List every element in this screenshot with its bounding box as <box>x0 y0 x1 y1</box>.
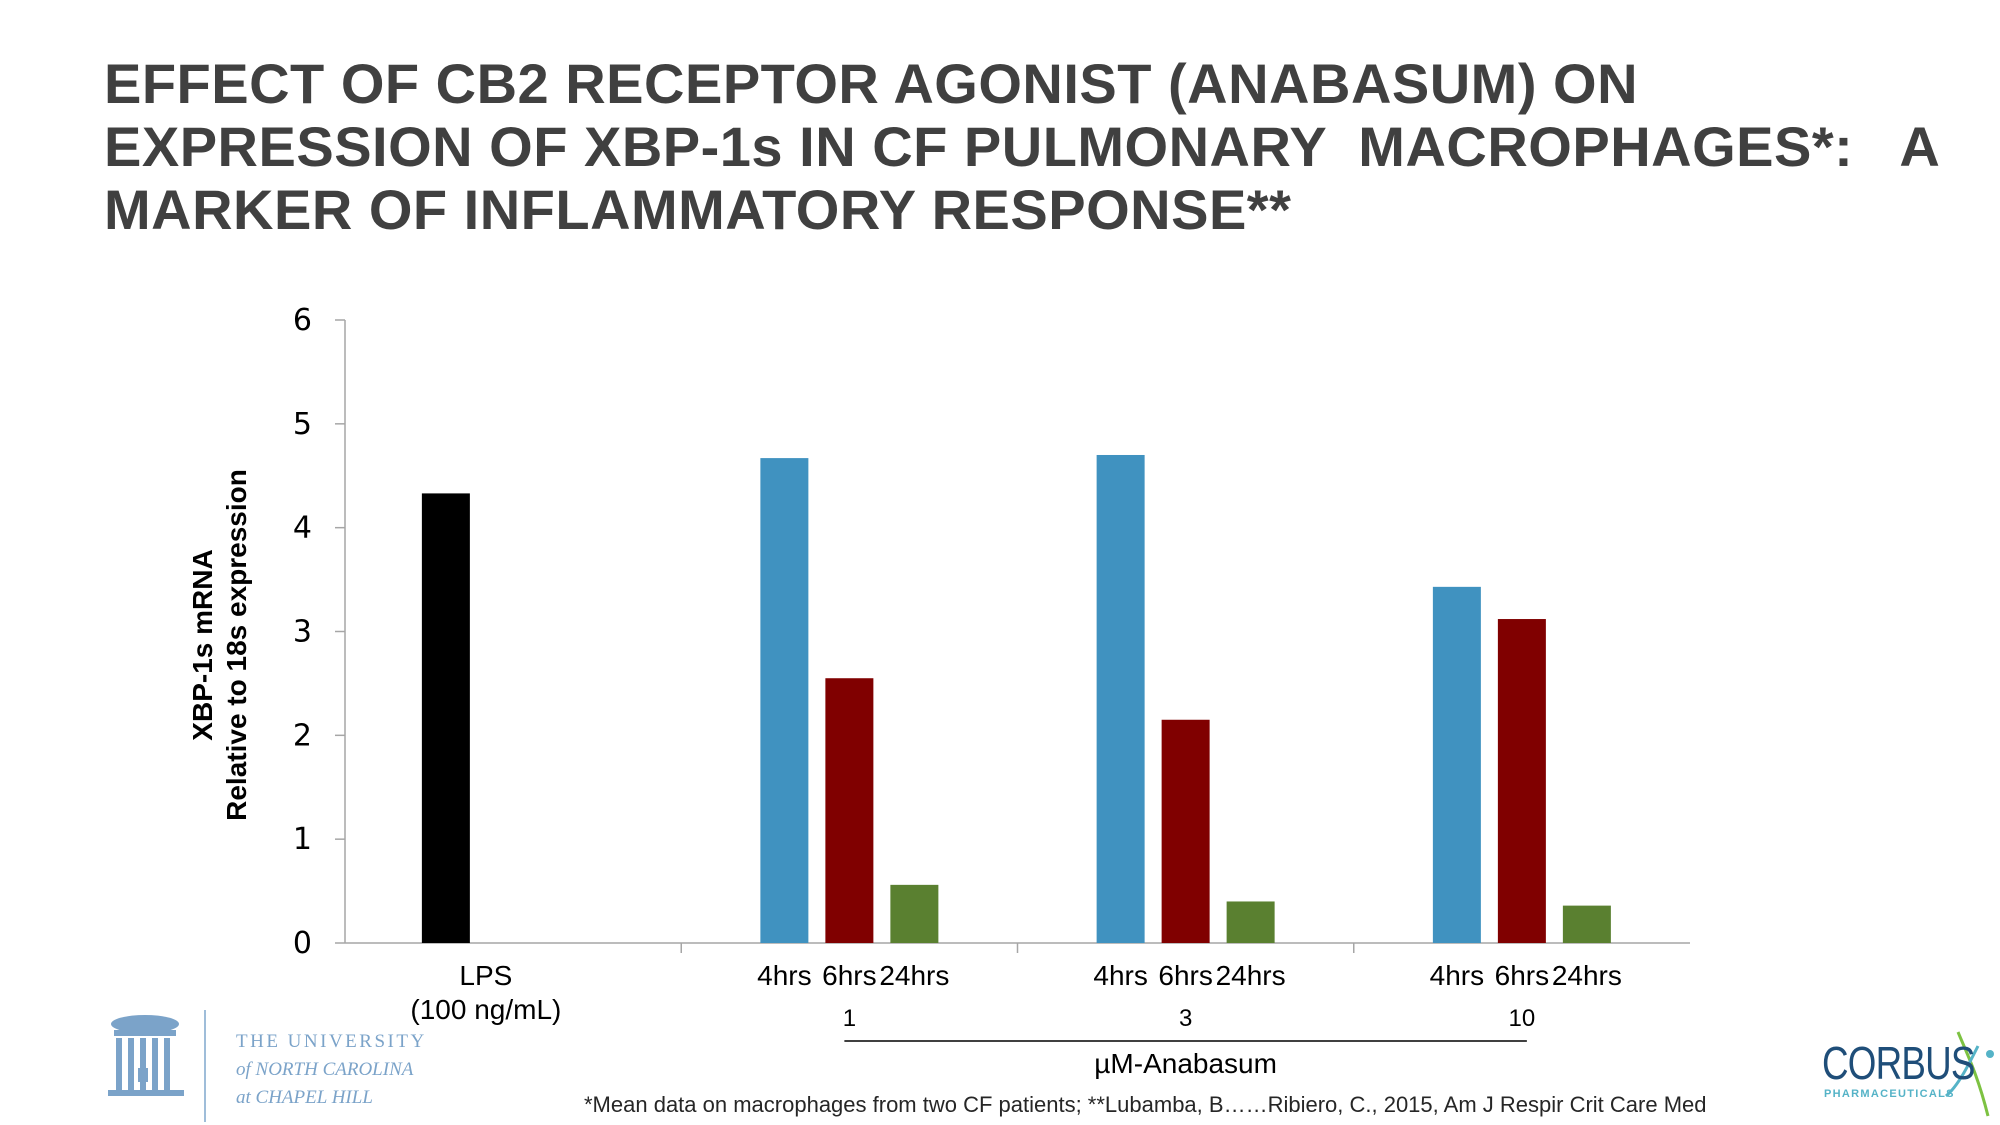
x-axis-label: µM-Anabasum <box>1094 1048 1277 1079</box>
bar-chart: 0 1 2 3 4 5 6 XBP-1s mRNA Relative to 18s expres… <box>187 303 1690 1079</box>
y-axis-label: XBP-1s mRNA <box>187 549 218 740</box>
bar-category-label: 24hrs <box>1216 960 1286 991</box>
bar-category-label: 24hrs <box>1552 960 1622 991</box>
footnote: *Mean data on macrophages from two CF pa… <box>584 1092 1707 1117</box>
dose-label: 10 <box>1509 1005 1536 1032</box>
unc-line: THE UNIVERSITY <box>236 1031 427 1052</box>
y-axis-label: Relative to 18s expression <box>221 469 252 821</box>
bar-category-label: 4hrs <box>757 960 811 991</box>
bar <box>1562 905 1611 943</box>
bar-category-label: 4hrs <box>1430 960 1484 991</box>
bar-category-label: 24hrs <box>879 960 949 991</box>
group-label: LPS <box>459 960 512 991</box>
bar <box>760 458 809 943</box>
bar <box>421 493 470 943</box>
bar <box>825 678 874 943</box>
y-tick-label: 2 <box>293 718 312 753</box>
bar <box>1096 454 1145 943</box>
unc-wordmark: THE UNIVERSITY of NORTH CAROLINA at CHAP… <box>236 1028 427 1112</box>
y-tick-label: 3 <box>293 615 312 650</box>
slide-title: EFFECT OF CB2 RECEPTOR AGONIST (ANABASUM… <box>104 52 1994 241</box>
title-line: EFFECT OF CB2 RECEPTOR AGONIST (ANABASUM… <box>104 52 1639 115</box>
corbus-subtitle: PHARMACEUTICALS <box>1824 1088 1955 1100</box>
bar <box>1432 586 1481 943</box>
y-tick-label: 0 <box>293 926 312 961</box>
corbus-logo-mark <box>1945 1031 1994 1117</box>
title-line: MARKER OF INFLAMMATORY RESPONSE** <box>104 178 1292 241</box>
bar <box>890 884 939 943</box>
bar-category-label: 4hrs <box>1093 960 1147 991</box>
bar-category-label: 6hrs <box>1495 960 1549 991</box>
y-tick-label: 5 <box>293 407 312 442</box>
dose-label: 1 <box>843 1005 856 1032</box>
corbus-wordmark: CORBUS <box>1822 1037 1975 1089</box>
title-line: EXPRESSION OF XBP-1s IN CF PULMONARY MAC… <box>104 115 1941 178</box>
bar-category-label: 6hrs <box>822 960 876 991</box>
unc-line: of NORTH CAROLINA <box>236 1059 414 1080</box>
y-tick-label: 4 <box>293 511 312 546</box>
bar <box>1226 901 1275 943</box>
y-tick-label: 1 <box>293 822 312 857</box>
unc-old-well-logo <box>108 1010 206 1122</box>
dose-label: 3 <box>1179 1005 1192 1032</box>
bar <box>1161 719 1210 943</box>
bar-category-label: 6hrs <box>1158 960 1212 991</box>
unc-line: at CHAPEL HILL <box>236 1087 373 1108</box>
bar <box>1497 619 1546 943</box>
y-tick-label: 6 <box>293 303 312 338</box>
group-label: (100 ng/mL) <box>410 994 561 1025</box>
